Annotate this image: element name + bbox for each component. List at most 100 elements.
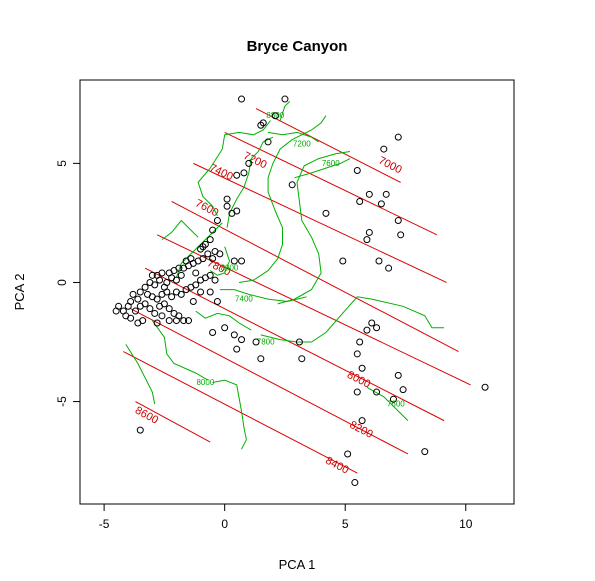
green-contour-line: [197, 120, 271, 217]
data-point: [358, 364, 366, 372]
green-contour-line: [260, 296, 445, 343]
green-contour-line: [279, 101, 291, 121]
data-point: [421, 448, 429, 456]
green-contour-label: 7200: [293, 140, 311, 149]
data-point: [172, 317, 180, 325]
data-point: [375, 257, 383, 265]
data-point: [368, 319, 376, 327]
data-point: [156, 276, 164, 284]
red-contour-line: [255, 108, 401, 183]
data-point: [134, 295, 142, 303]
data-point: [257, 121, 265, 129]
data-point: [385, 264, 393, 272]
data-point: [201, 240, 209, 248]
data-point: [397, 231, 405, 239]
data-points: [112, 95, 489, 487]
green-contour-label: 7800: [257, 337, 275, 346]
data-point: [356, 338, 364, 346]
data-point: [221, 324, 229, 332]
red-contour-line: [130, 308, 409, 455]
data-point: [322, 209, 330, 217]
red-contour-line: [193, 162, 447, 283]
data-point: [230, 257, 238, 265]
data-point: [373, 324, 381, 332]
data-point: [351, 479, 359, 487]
data-point: [213, 217, 221, 225]
green-contour-label: 7400: [235, 295, 253, 304]
y-axis: -5 0 5: [55, 160, 80, 407]
data-point: [389, 395, 397, 403]
data-point: [240, 169, 248, 177]
data-point: [394, 217, 402, 225]
data-point: [339, 257, 347, 265]
green-contour-line: [212, 379, 247, 450]
data-point: [238, 336, 246, 344]
data-point: [353, 167, 361, 175]
data-point: [399, 386, 407, 394]
data-point: [356, 197, 364, 205]
red-contour-label: 8600: [133, 405, 160, 427]
data-point: [373, 388, 381, 396]
data-point: [223, 202, 231, 210]
data-point: [377, 200, 385, 208]
x-tick-label: -5: [99, 517, 110, 531]
green-contour-line: [125, 344, 156, 405]
data-point: [481, 383, 489, 391]
data-point: [189, 298, 197, 306]
red-contour-line: [135, 401, 211, 443]
green-contour-line: [294, 158, 351, 179]
green-contour-line: [366, 386, 409, 421]
data-point: [131, 307, 139, 315]
data-point: [168, 293, 176, 301]
data-point: [394, 133, 402, 141]
data-point: [295, 338, 303, 346]
data-point: [163, 288, 171, 296]
data-point: [365, 190, 373, 198]
red-contour-line: [144, 267, 445, 422]
data-point: [382, 190, 390, 198]
data-point: [245, 159, 253, 167]
y-tick-label: -5: [55, 396, 69, 407]
data-point: [146, 278, 154, 286]
data-point: [168, 274, 176, 282]
data-point: [233, 207, 241, 215]
data-point: [141, 300, 149, 308]
red-contour-lines: 7000 7200 7400 7600 7800 8000 8200 8400 8600: [123, 108, 471, 477]
green-contour-line: [209, 246, 231, 276]
data-point: [353, 388, 361, 396]
data-point: [363, 236, 371, 244]
data-point: [363, 326, 371, 334]
data-point: [122, 312, 130, 320]
data-point: [365, 228, 373, 236]
chart-title: Bryce Canyon: [247, 38, 348, 55]
data-point: [206, 236, 214, 244]
data-point: [298, 355, 306, 363]
data-point: [177, 271, 185, 279]
data-point: [252, 338, 260, 346]
data-point: [209, 328, 217, 336]
data-point: [281, 95, 289, 103]
data-point: [259, 119, 267, 127]
data-point: [139, 317, 147, 325]
data-point: [148, 271, 156, 279]
green-contour-line: [151, 320, 209, 381]
data-point: [209, 226, 217, 234]
data-point: [136, 426, 144, 434]
data-point: [177, 290, 185, 298]
red-contour-line: [171, 201, 459, 352]
green-contour-label: 8000: [221, 264, 239, 273]
data-point: [213, 298, 221, 306]
data-point: [165, 317, 173, 325]
data-point: [238, 95, 246, 103]
red-contour-label: 8400: [323, 455, 350, 477]
red-contour-label: 7200: [241, 150, 268, 171]
data-point: [394, 371, 402, 379]
green-contour-lines: 8800 7200 7600 8000 7400 7800 8000 7600: [125, 101, 445, 450]
green-contour-line: [277, 151, 351, 305]
green-contour-line: [195, 310, 252, 331]
data-point: [112, 307, 120, 315]
data-point: [230, 331, 238, 339]
y-axis-label: PCA 2: [12, 274, 27, 311]
green-contour-line: [161, 219, 199, 240]
